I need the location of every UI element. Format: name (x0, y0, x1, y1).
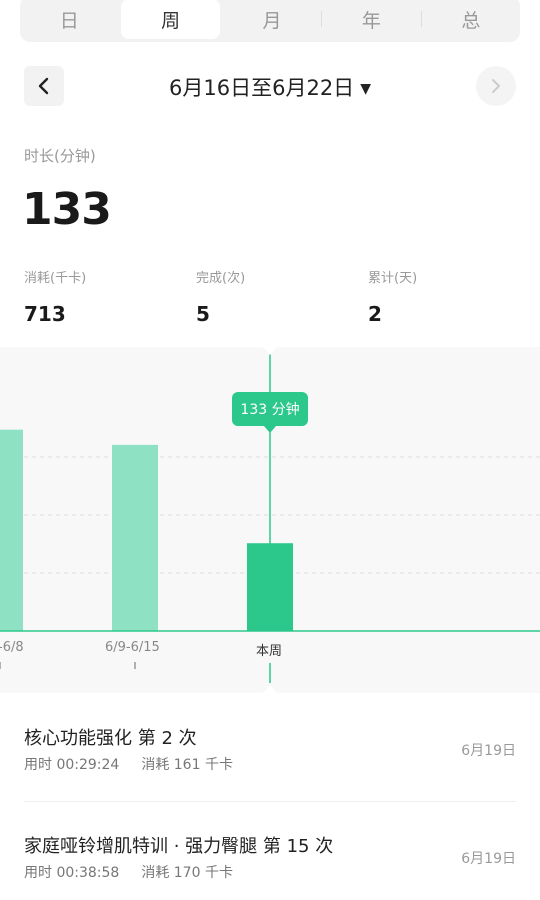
x-tick-label: 6/9-6/15 (105, 640, 160, 655)
chart-tooltip: 133 分钟 (232, 392, 308, 426)
workout-record-list: 核心功能强化 第 2 次 用时 00:29:24 消耗 161 千卡 6月19日 … (24, 694, 516, 900)
record-meta: 用时 00:38:58 消耗 170 千卡 (24, 862, 255, 882)
date-range-label: 6月16日至6月22日 (169, 76, 355, 100)
x-tick-label: -6/8 (0, 640, 24, 655)
date-range-picker[interactable]: 6月16日至6月22日 ▼ (24, 72, 516, 102)
duration-value: 133 (22, 184, 112, 235)
tab-divider (420, 11, 422, 27)
tab-year[interactable]: 年 (361, 9, 381, 32)
record-calories: 消耗 170 千卡 (141, 865, 233, 881)
chart-canvas (0, 347, 540, 693)
selection-notch-top (263, 347, 277, 355)
bar (112, 444, 158, 631)
record-title: 核心功能强化 第 2 次 (24, 728, 197, 749)
date-navigator: 6月16日至6月22日 ▼ (24, 66, 516, 106)
record-title: 家庭哑铃增肌特训 · 强力臀腿 第 15 次 (24, 836, 334, 857)
record-duration: 用时 00:38:58 (24, 865, 120, 881)
tab-divider (321, 11, 323, 27)
calories-value: 713 (24, 302, 66, 326)
tooltip-pointer (264, 426, 276, 433)
x-tick-label-current: 本周 (256, 644, 283, 659)
caret-down-icon: ▼ (360, 81, 371, 97)
days-label: 累计(天) (368, 271, 418, 286)
weekly-duration-chart[interactable]: 133 分钟 -6/8 6/9-6/15 本周 (0, 347, 540, 693)
calories-stat: 消耗(千卡) 713 (24, 267, 86, 326)
chevron-left-icon (38, 77, 49, 95)
tab-day[interactable]: 日 (59, 9, 79, 32)
selection-notch-bottom (263, 685, 277, 693)
completed-stat: 完成(次) 5 (196, 267, 245, 326)
tab-total[interactable]: 总 (461, 9, 481, 32)
record-meta: 用时 00:29:24 消耗 161 千卡 (24, 754, 255, 774)
tab-month[interactable]: 月 (262, 9, 282, 32)
tab-week[interactable]: 周 (121, 0, 220, 39)
next-week-button[interactable] (476, 66, 516, 106)
record-date: 6月19日 (461, 851, 516, 867)
calories-label: 消耗(千卡) (24, 271, 87, 286)
record-date: 6月19日 (461, 743, 516, 759)
completed-value: 5 (196, 302, 210, 326)
duration-label: 时长(分钟) (24, 147, 96, 165)
chevron-right-icon (492, 79, 500, 93)
record-duration: 用时 00:29:24 (24, 757, 120, 773)
record-calories: 消耗 161 千卡 (141, 757, 233, 773)
days-stat: 累计(天) 2 (368, 267, 417, 326)
previous-week-button[interactable] (24, 66, 64, 106)
completed-label: 完成(次) (196, 271, 246, 286)
workout-record[interactable]: 家庭哑铃增肌特训 · 强力臀腿 第 15 次 用时 00:38:58 消耗 170… (24, 802, 516, 900)
days-value: 2 (368, 302, 382, 326)
bar (0, 429, 23, 631)
period-tabs: 日 周 月 年 总 (20, 0, 520, 42)
workout-record[interactable]: 核心功能强化 第 2 次 用时 00:29:24 消耗 161 千卡 6月19日 (24, 694, 516, 802)
